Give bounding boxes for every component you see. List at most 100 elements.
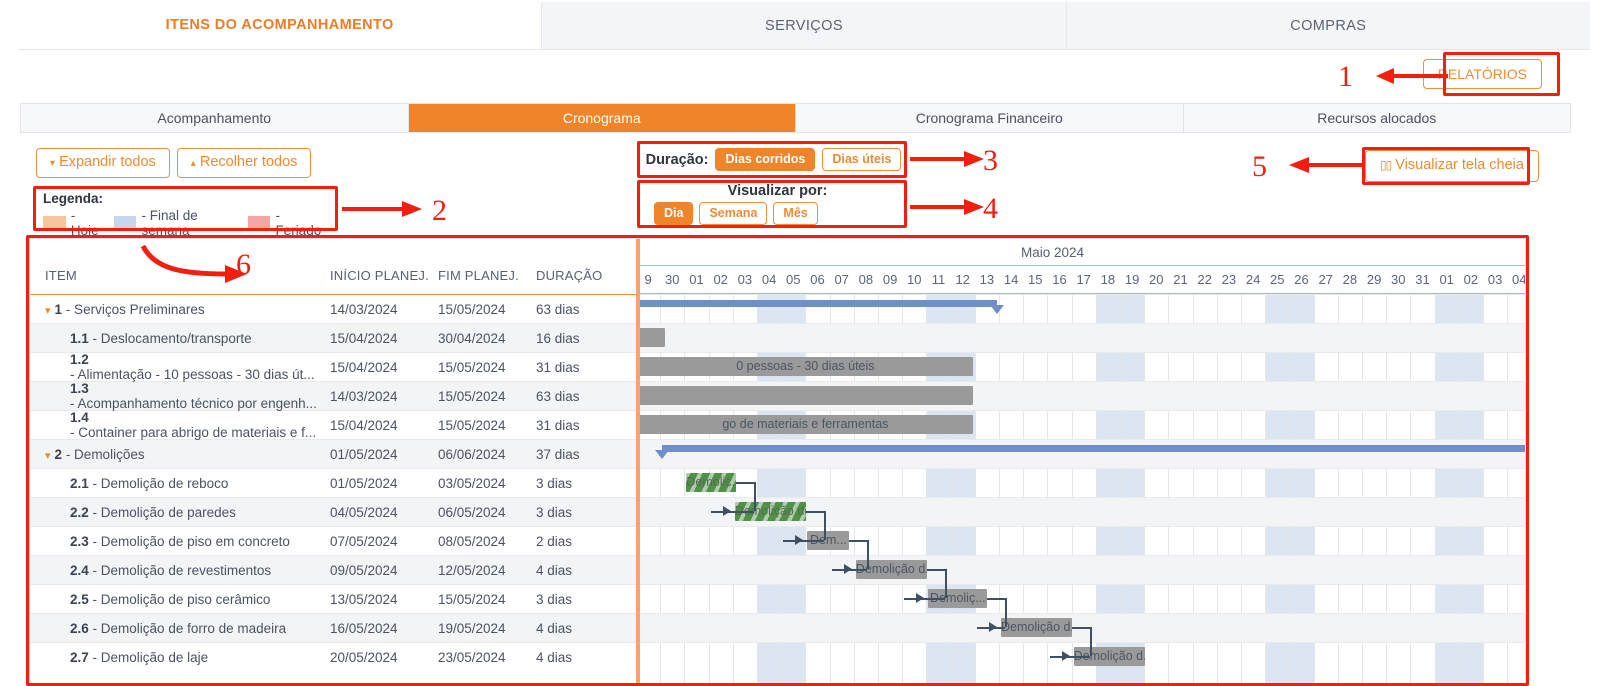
- collapse-all-button[interactable]: ▴ Recolher todos: [176, 148, 312, 178]
- visualize-option-dia[interactable]: Dia: [654, 202, 694, 225]
- items-table-header: ITEM INÍCIO PLANEJ. FIM PLANEJ. DURAÇÃO: [30, 239, 636, 294]
- row-end-date: 30/04/2024: [438, 330, 506, 346]
- dependency-arrow: [795, 535, 804, 545]
- timeline-day-header: 9 30 01 02 03 04 05 06 07 08 09 10 11 12 13 14 15 16 17 18 1…: [636, 266, 1525, 294]
- dependency-link: [904, 598, 945, 600]
- row-start-date: 15/04/2024: [330, 330, 398, 346]
- timeline-day-tick: 08: [858, 272, 874, 287]
- annotation-number-1: 1: [1338, 60, 1353, 93]
- dependency-link: [1090, 627, 1093, 656]
- duration-control: Duração: Dias corridos Dias úteis: [640, 144, 907, 175]
- timeline-day-tick: 03: [737, 272, 753, 287]
- row-end-date: 03/05/2024: [438, 475, 506, 491]
- timeline-gridline: [853, 294, 855, 685]
- timeline-day-tick: 31: [1415, 272, 1430, 287]
- tab-label: COMPRAS: [1290, 17, 1367, 34]
- gantt-bar[interactable]: [638, 386, 973, 405]
- tab-servicos[interactable]: SERVIÇOS: [542, 2, 1067, 49]
- tab-itens-do-acompanhamento[interactable]: ITENS DO ACOMPANHAMENTO: [18, 2, 543, 49]
- duration-option-dias-corridos[interactable]: Dias corridos: [715, 148, 816, 171]
- subtab-acompanhamento[interactable]: Acompanhamento: [21, 104, 409, 132]
- timeline-day-tick: 26: [1294, 272, 1309, 287]
- row-start-date: 14/03/2024: [330, 388, 398, 404]
- table-row[interactable]: 2.4 - Demolição de revestimentos 09/05/20…: [30, 555, 636, 584]
- gantt-bar[interactable]: Demolic...: [686, 473, 736, 492]
- row-start-date: 20/05/2024: [330, 649, 398, 665]
- subtab-recursos-alocados[interactable]: Recursos alocados: [1184, 104, 1571, 132]
- table-row[interactable]: 1.4 - Container para abrigo de materiais…: [30, 410, 636, 440]
- table-row[interactable]: 2.5 - Demolição de piso cerâmico 13/05/20…: [30, 584, 636, 613]
- table-row[interactable]: 1.2 - Alimentação - 10 pessoas - 30 dias…: [30, 352, 636, 382]
- table-row[interactable]: 1.3 - Acompanhamento técnico por engenh.…: [30, 381, 636, 411]
- row-code: 2.1: [70, 475, 89, 491]
- dependency-link: [944, 569, 947, 598]
- table-row[interactable]: 2.2 - Demolição de paredes 04/05/2024 06/0…: [30, 497, 636, 526]
- timeline-day-tick: 16: [1052, 272, 1067, 287]
- fullscreen-button[interactable]: ▯▯ Visualizar tela cheia: [1365, 150, 1539, 182]
- reports-button[interactable]: RELATÓRIOS: [1422, 59, 1542, 89]
- timeline-gridline: [781, 294, 783, 685]
- row-code: 1.4: [70, 410, 89, 425]
- table-row[interactable]: ▾ 2 - Demolições 01/05/2024 06/06/2024 37 di…: [30, 439, 636, 468]
- row-code: 2.2: [70, 504, 89, 520]
- summary-bar-cap: [990, 305, 1004, 314]
- subtab-cronograma[interactable]: Cronograma: [408, 104, 796, 132]
- row-code: 2.3: [70, 533, 89, 549]
- gantt-bar[interactable]: Demoliç...: [928, 589, 988, 608]
- timeline-gridline: [1216, 294, 1218, 685]
- row-start-date: 09/05/2024: [330, 562, 398, 578]
- chevron-down-icon[interactable]: ▾: [45, 449, 51, 462]
- row-end-date: 15/05/2024: [438, 591, 506, 607]
- table-row[interactable]: 2.6 - Demolição de forro de madeira 16/05…: [30, 613, 636, 642]
- timeline-day-tick: 23: [1221, 272, 1237, 287]
- timeline-day-tick: 02: [713, 272, 728, 287]
- timeline-pane[interactable]: Maio 2024 9 30 01 02 03 04 05 06 07 08 09 10 11 12 13 1…: [636, 239, 1525, 685]
- row-duration: 3 dias: [536, 504, 573, 520]
- timeline-gridline: [1265, 294, 1267, 685]
- table-row[interactable]: 1.1 - Deslocamento/transporte 15/04/2024 3…: [30, 323, 636, 352]
- timeline-gridline: [1386, 294, 1388, 685]
- gantt-bar[interactable]: 0 pessoas - 30 dias úteis: [638, 357, 973, 376]
- summary-bar[interactable]: [638, 300, 997, 307]
- row-duration: 31 dias: [536, 417, 580, 433]
- gantt-bar[interactable]: [638, 328, 666, 347]
- dependency-arrow: [1061, 651, 1070, 661]
- row-end-date: 15/05/2024: [438, 359, 506, 375]
- timeline-gridline: [1023, 294, 1025, 685]
- row-item-cell: 1.1 - Deslocamento/transporte: [30, 331, 330, 346]
- expand-all-button[interactable]: ▾ Expandir todos: [36, 148, 170, 178]
- visualize-option-semana[interactable]: Semana: [699, 202, 768, 225]
- row-name: - Demolição de forro de madeira: [92, 620, 287, 636]
- summary-bar[interactable]: [662, 445, 1525, 452]
- visualize-option-mes[interactable]: Mês: [773, 202, 818, 225]
- tab-compras[interactable]: COMPRAS: [1066, 2, 1590, 49]
- chevron-down-icon[interactable]: ▾: [45, 304, 51, 317]
- gantt-bar-label: Demolição d...: [1001, 620, 1072, 634]
- timeline-day-tick: 14: [1003, 272, 1019, 287]
- row-start-date: 04/05/2024: [330, 504, 398, 520]
- timeline-month-header: Maio 2024: [636, 239, 1525, 266]
- timeline-day-tick: 12: [955, 272, 970, 287]
- gantt-bar[interactable]: Demolição de par...: [734, 502, 806, 521]
- gantt-bar[interactable]: Demolição d...: [855, 560, 927, 579]
- gantt-bar[interactable]: Demolição d...: [1001, 618, 1073, 637]
- subtab-cronograma-financeiro[interactable]: Cronograma Financeiro: [796, 104, 1184, 132]
- dependency-arrow: [722, 506, 731, 516]
- fullscreen-button-wrap: ▯▯ Visualizar tela cheia: [1365, 150, 1539, 182]
- row-end-date: 15/05/2024: [438, 417, 506, 433]
- timeline-gridline: [1507, 294, 1509, 685]
- row-duration: 3 dias: [536, 475, 573, 491]
- gantt-bar[interactable]: go de materiais e ferramentas: [638, 415, 973, 434]
- timeline-day-tick: 30: [1391, 272, 1406, 287]
- gantt-bar[interactable]: Dem...: [807, 531, 850, 550]
- gantt-bar-label: Demoliç...: [930, 591, 986, 605]
- table-row[interactable]: 2.3 - Demolição de piso em concreto 07/05…: [30, 526, 636, 555]
- column-header-duracao: DURAÇÃO: [536, 268, 603, 283]
- duration-option-dias-uteis[interactable]: Dias úteis: [822, 148, 902, 171]
- timeline-gridline: [974, 294, 976, 685]
- timeline-row: [636, 294, 1525, 323]
- table-row[interactable]: ▾ 1 - Serviços Preliminares 14/03/2024 15/0…: [30, 294, 636, 323]
- table-row[interactable]: 2.7 - Demolição de laje 20/05/2024 23/05/2…: [30, 642, 636, 671]
- table-row[interactable]: 2.1 - Demolição de reboco 01/05/2024 03/05…: [30, 468, 636, 497]
- visualize-options: Dia Semana Mês: [654, 202, 818, 225]
